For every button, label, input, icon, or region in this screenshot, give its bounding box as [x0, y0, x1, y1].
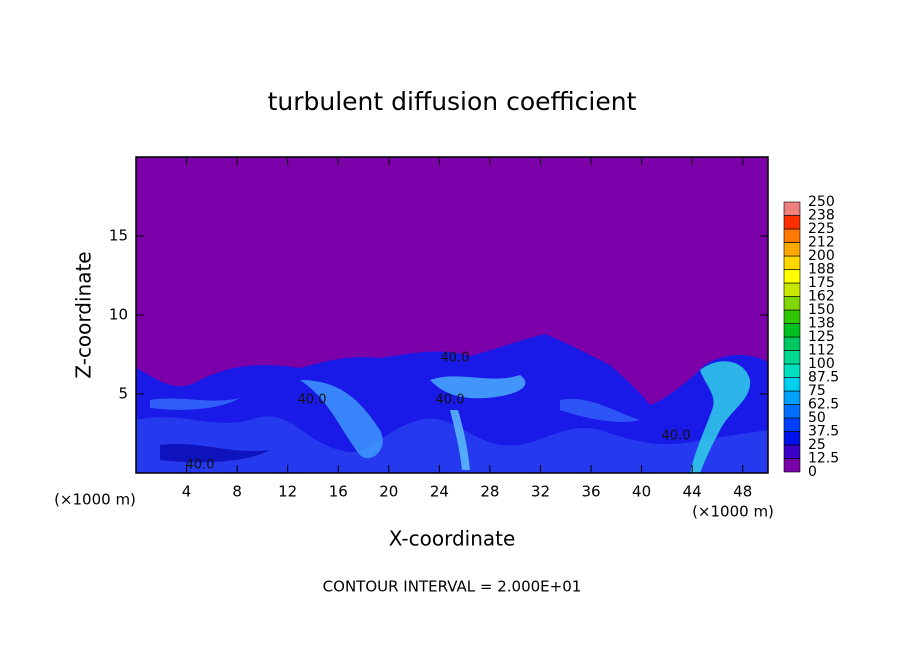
colorbar-label: 138 — [808, 316, 835, 332]
colorbar-segment — [783, 269, 801, 284]
colorbar-label: 175 — [808, 275, 835, 291]
colorbar-label: 50 — [808, 410, 826, 426]
colorbar-label: 162 — [808, 289, 835, 305]
colorbar-label: 75 — [808, 383, 826, 399]
x-tick-label: 12 — [278, 483, 297, 501]
colorbar-segment — [783, 201, 801, 216]
y-tick-label: 5 — [118, 385, 128, 403]
colorbar-segment — [783, 309, 801, 324]
x-tick-label: 24 — [430, 483, 449, 501]
colorbar-segment — [783, 255, 801, 270]
contour-label: 40.0 — [436, 393, 465, 408]
y-tick-label: 15 — [109, 227, 128, 245]
contour-interval: CONTOUR INTERVAL = 2.000E+01 — [323, 578, 582, 596]
colorbar-segment — [783, 323, 801, 338]
contour-label: 40.0 — [441, 351, 470, 366]
colorbar-label: 225 — [808, 221, 835, 237]
colorbar-label: 112 — [808, 343, 835, 359]
x-tick-label: 28 — [480, 483, 499, 501]
x-tick-label: 8 — [232, 483, 242, 501]
colorbar-label: 0 — [808, 464, 817, 480]
colorbar: 012.52537.55062.57587.510011212513815016… — [783, 194, 839, 480]
colorbar-segment — [783, 377, 801, 392]
colorbar-segment — [783, 228, 801, 243]
x-tick-label: 36 — [581, 483, 600, 501]
colorbar-segment — [783, 363, 801, 378]
x-unit-label: (×1000 m) — [54, 491, 136, 509]
y-axis-label: Z-coordinate — [72, 251, 96, 378]
colorbar-label: 150 — [808, 302, 835, 318]
colorbar-segment — [783, 417, 801, 432]
colorbar-segment — [783, 215, 801, 230]
field — [136, 157, 768, 473]
chart-title: turbulent diffusion coefficient — [268, 87, 637, 116]
x-tick-label: 40 — [632, 483, 651, 501]
colorbar-label: 250 — [808, 194, 835, 210]
x-tick-label: 44 — [683, 483, 702, 501]
colorbar-label: 100 — [808, 356, 835, 372]
colorbar-segment — [783, 242, 801, 257]
colorbar-segment — [783, 282, 801, 297]
colorbar-label: 200 — [808, 248, 835, 264]
x-tick-label: 48 — [733, 483, 752, 501]
x-tick-label: 16 — [329, 483, 348, 501]
colorbar-segment — [783, 458, 801, 473]
colorbar-label: 25 — [808, 437, 826, 453]
colorbar-segment — [783, 350, 801, 365]
colorbar-label: 87.5 — [808, 370, 839, 386]
colorbar-label: 125 — [808, 329, 835, 345]
x-tick-label: 32 — [531, 483, 550, 501]
colorbar-segment — [783, 390, 801, 405]
y-tick-label: 10 — [109, 306, 128, 324]
colorbar-label: 12.5 — [808, 451, 839, 467]
colorbar-label: 238 — [808, 208, 835, 224]
contour-label: 40.0 — [662, 429, 691, 444]
colorbar-segment — [783, 336, 801, 351]
colorbar-segment — [783, 296, 801, 311]
colorbar-label: 188 — [808, 262, 835, 278]
colorbar-segment — [783, 431, 801, 446]
colorbar-label: 62.5 — [808, 397, 839, 413]
contour-label: 40.0 — [298, 393, 327, 408]
colorbar-segment — [783, 444, 801, 459]
colorbar-segment — [783, 404, 801, 419]
x-tick-label: 20 — [379, 483, 398, 501]
x-tick-label: 4 — [182, 483, 192, 501]
x-unit-label: (×1000 m) — [692, 503, 774, 521]
colorbar-label: 37.5 — [808, 424, 839, 440]
colorbar-label: 212 — [808, 235, 835, 251]
contour-label: 40.0 — [186, 458, 215, 473]
x-axis-label: X-coordinate — [389, 527, 516, 551]
